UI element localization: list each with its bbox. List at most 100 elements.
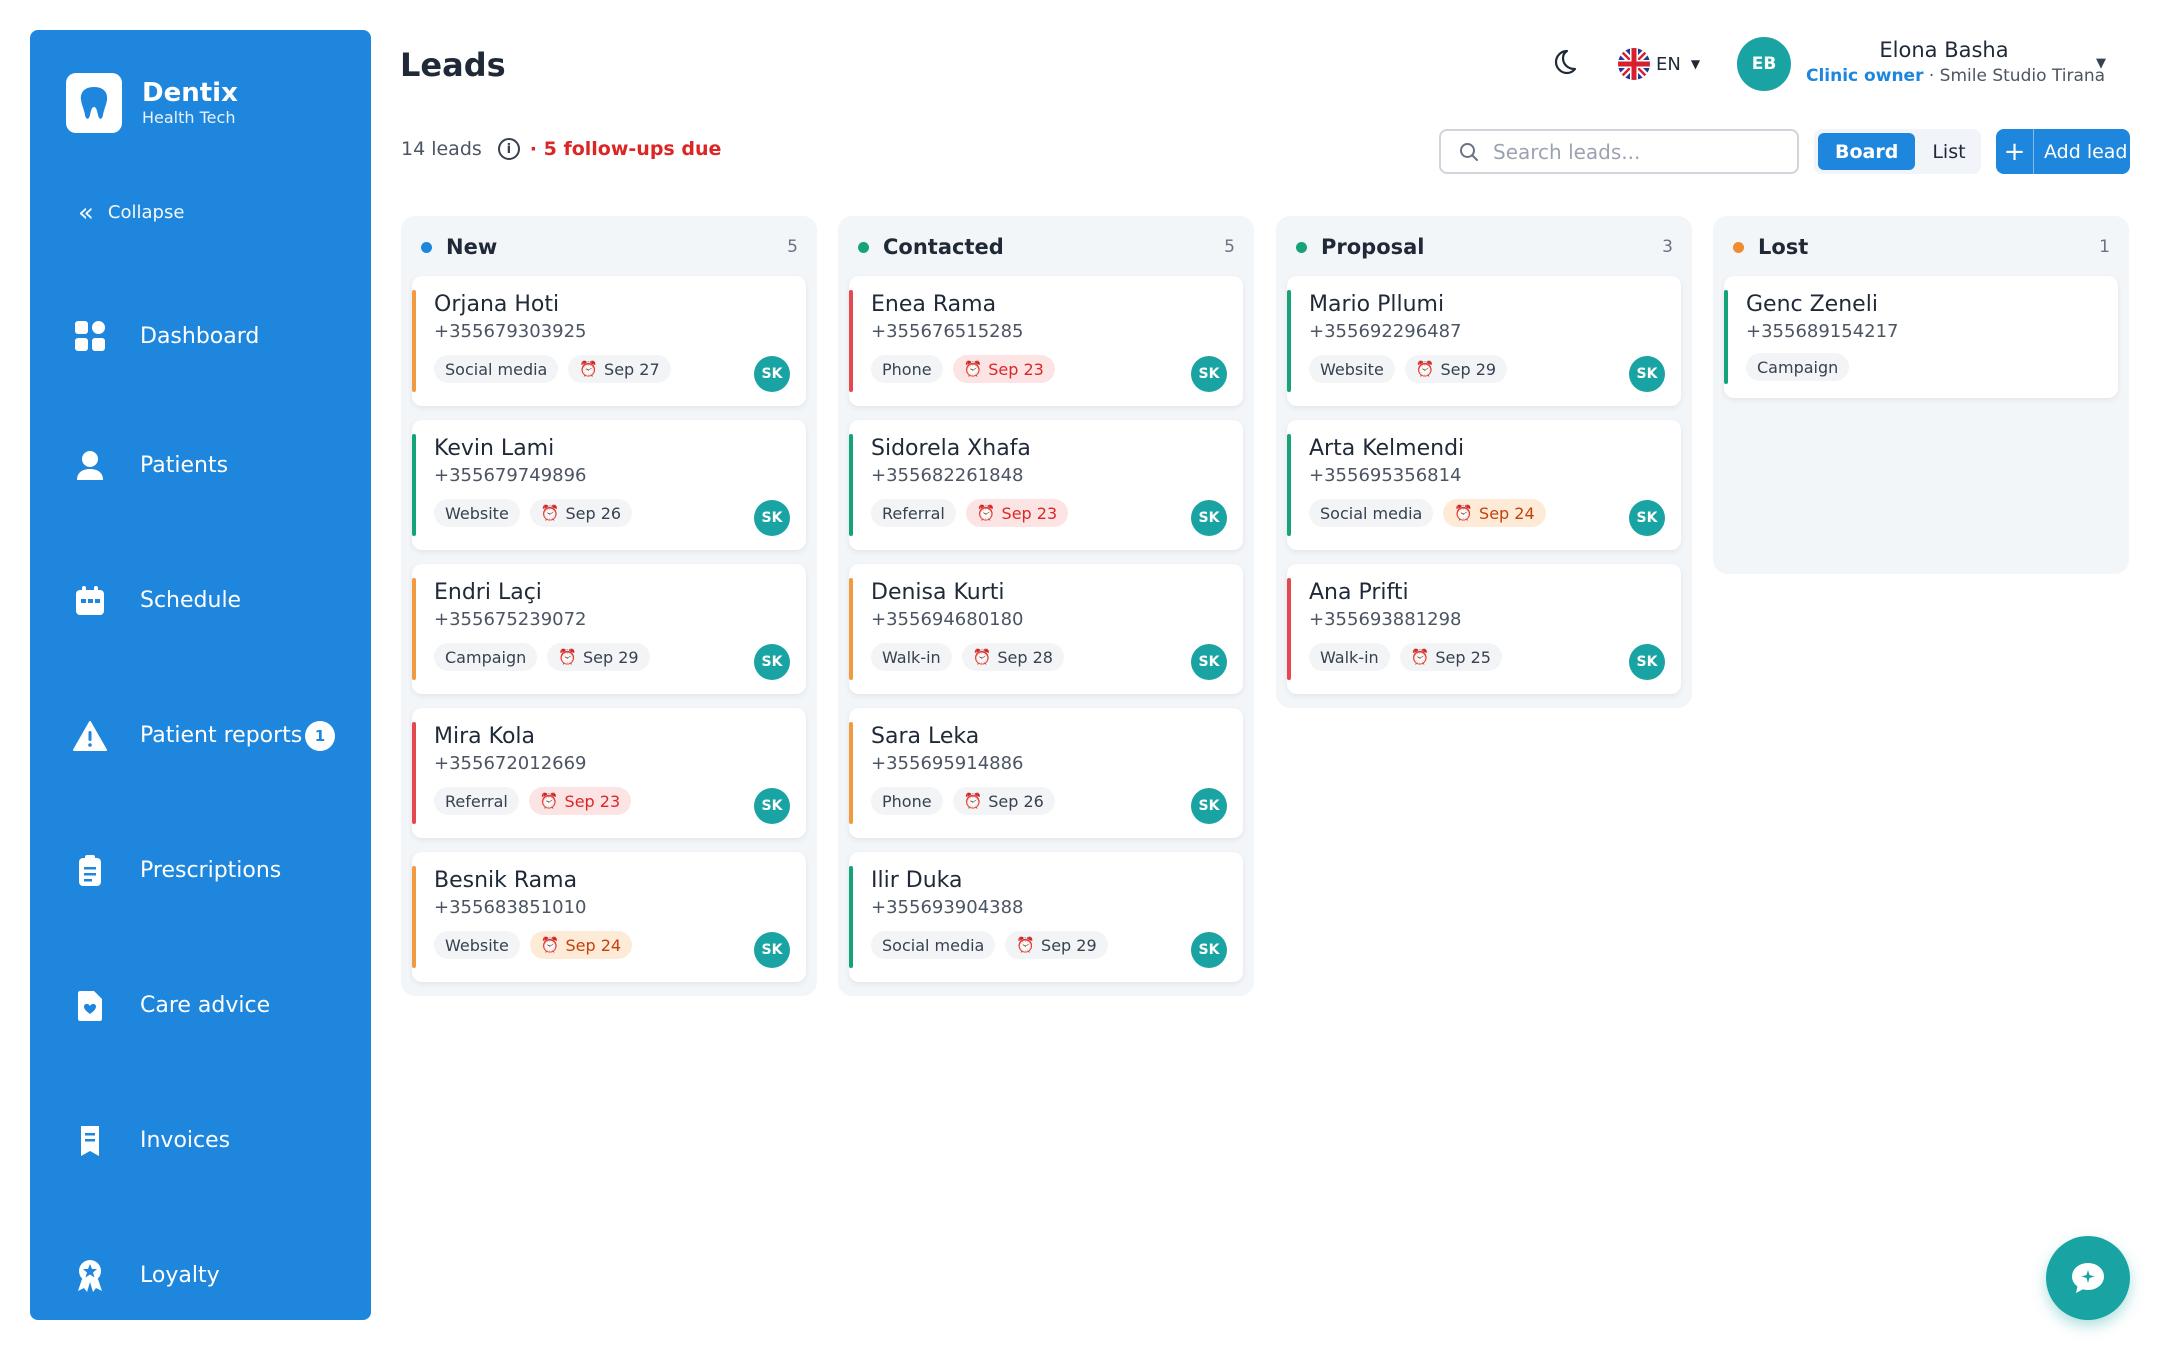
sidebar-item-label: Patient reports — [140, 723, 303, 748]
source-tag: Referral — [434, 787, 519, 815]
assignee-avatar[interactable]: SK — [1191, 644, 1227, 680]
sidebar-item-invoices[interactable]: Invoices — [30, 1073, 371, 1208]
lead-name: Sidorela Xhafa — [871, 436, 1031, 461]
info-icon[interactable]: i — [497, 138, 520, 160]
card-tags: Referral ⏰ Sep 23 — [434, 787, 806, 815]
brand[interactable]: Dentix Health Tech — [66, 73, 238, 133]
lead-card[interactable]: Ilir Duka +355693904388 Social media ⏰ Sep 2… — [849, 852, 1243, 982]
add-lead-label: Add lead — [2044, 140, 2128, 163]
assignee-avatar[interactable]: SK — [1191, 788, 1227, 824]
language-code: EN — [1656, 53, 1681, 75]
user-role-title: Clinic owner — [1806, 66, 1924, 86]
search-input[interactable] — [1493, 139, 1773, 164]
card-tags: Website ⏰ Sep 29 — [1309, 355, 1681, 383]
lead-card[interactable]: Endri Laçi +355675239072 Campaign ⏰ Sep 29 SK — [412, 564, 806, 694]
follow-up-date: ⏰ Sep 23 — [952, 355, 1055, 383]
follow-up-date-text: Sep 28 — [997, 647, 1053, 667]
lead-card[interactable]: Besnik Rama +355683851010 Website ⏰ Sep 24 SK — [412, 852, 806, 982]
lead-card[interactable]: Ana Prifti +355693881298 Walk-in ⏰ Sep 25 SK — [1287, 564, 1681, 694]
follow-up-date-text: Sep 23 — [1001, 503, 1058, 523]
add-lead-button[interactable]: + Add lead — [1996, 129, 2130, 174]
brand-subtitle: Health Tech — [142, 108, 236, 127]
assignee-avatar[interactable]: SK — [754, 356, 790, 392]
lead-name: Endri Laçi — [434, 580, 542, 605]
column-title: Proposal — [1321, 235, 1425, 259]
language-selector[interactable]: EN ▼ — [1618, 48, 1700, 80]
lead-card[interactable]: Mario Pllumi +355692296487 Website ⏰ Sep 29 S… — [1287, 276, 1681, 406]
priority-bar — [412, 434, 416, 536]
list-view-button[interactable]: List — [1932, 140, 1966, 163]
assignee-avatar[interactable]: SK — [1629, 356, 1665, 392]
user-menu-chevron-icon[interactable]: ▼ — [2096, 56, 2106, 71]
lead-phone: +355693904388 — [871, 897, 1024, 918]
lead-card[interactable]: Mira Kola +355672012669 Referral ⏰ Sep 23 SK — [412, 708, 806, 838]
leads-count: 14 leads — [401, 138, 482, 160]
lead-card[interactable]: Denisa Kurti +355694680180 Walk-in ⏰ Sep 28 S… — [849, 564, 1243, 694]
search-box[interactable] — [1439, 129, 1799, 174]
alarm-clock-icon: ⏰ — [558, 648, 577, 666]
sidebar-item-prescriptions[interactable]: Prescriptions — [30, 803, 371, 938]
follow-up-date: ⏰ Sep 23 — [965, 499, 1069, 527]
column-lost: Lost 1 Genc Zeneli +355689154217 Campaign — [1713, 216, 2129, 574]
priority-bar — [1287, 434, 1291, 536]
lead-phone: +355675239072 — [434, 609, 587, 630]
user-name[interactable]: Elona Basha — [1879, 38, 2009, 62]
follow-up-date-text: Sep 24 — [1479, 503, 1535, 523]
lead-card[interactable]: Kevin Lami +355679749896 Website ⏰ Sep 26 SK — [412, 420, 806, 550]
alarm-clock-icon: ⏰ — [1415, 360, 1435, 378]
sidebar-item-label: Schedule — [140, 588, 242, 613]
sidebar-item-patient-reports[interactable]: Patient reports 1 — [30, 668, 371, 803]
collapse-button[interactable]: « Collapse — [78, 200, 184, 226]
lead-phone: +355676515285 — [871, 321, 1024, 342]
source-tag: Social media — [871, 931, 996, 959]
sidebar-item-care-advice[interactable]: Care advice — [30, 938, 371, 1073]
lead-card[interactable]: Orjana Hoti +355679303925 Social media ⏰ Sep… — [412, 276, 806, 406]
chat-bubble-icon — [2072, 1263, 2104, 1293]
priority-bar — [849, 578, 853, 680]
column-count: 5 — [1224, 237, 1235, 257]
lead-phone: +355683851010 — [434, 897, 587, 918]
follow-up-date: ⏰ Sep 26 — [529, 499, 633, 527]
lead-card[interactable]: Sidorela Xhafa +355682261848 Referral ⏰ Sep … — [849, 420, 1243, 550]
board-view-button[interactable]: Board — [1818, 133, 1916, 170]
card-tags: Website ⏰ Sep 26 — [434, 499, 806, 527]
lead-name: Arta Kelmendi — [1309, 436, 1465, 461]
lead-card[interactable]: Enea Rama +355676515285 Phone ⏰ Sep 23 SK — [849, 276, 1243, 406]
sidebar-item-patients[interactable]: Patients — [30, 398, 371, 533]
lead-phone: +355693881298 — [1309, 609, 1462, 630]
column-count: 1 — [2099, 237, 2110, 257]
assignee-avatar[interactable]: SK — [754, 500, 790, 536]
assignee-avatar[interactable]: SK — [1629, 644, 1665, 680]
alarm-clock-icon: ⏰ — [579, 360, 599, 378]
card-list: Enea Rama +355676515285 Phone ⏰ Sep 23 SK Sido… — [849, 276, 1243, 982]
assignee-avatar[interactable]: SK — [754, 932, 790, 968]
follow-up-date: ⏰ Sep 26 — [952, 787, 1055, 815]
assignee-avatar[interactable]: SK — [754, 644, 790, 680]
lead-card[interactable]: Genc Zeneli +355689154217 Campaign — [1724, 276, 2118, 398]
lead-phone: +355694680180 — [871, 609, 1024, 630]
lead-name: Genc Zeneli — [1746, 292, 1878, 317]
follow-ups-due: · 5 follow-ups due — [529, 138, 722, 160]
follow-up-date-text: Sep 26 — [565, 503, 622, 523]
sidebar-item-loyalty[interactable]: Loyalty — [30, 1208, 371, 1343]
user-avatar[interactable]: EB — [1737, 37, 1791, 91]
assignee-avatar[interactable]: SK — [1191, 932, 1227, 968]
lead-card[interactable]: Sara Leka +355695914886 Phone ⏰ Sep 26 SK — [849, 708, 1243, 838]
sidebar-item-dashboard[interactable]: Dashboard — [30, 274, 371, 398]
sidebar-item-schedule[interactable]: Schedule — [30, 533, 371, 668]
lead-card[interactable]: Arta Kelmendi +355695356814 Social media ⏰ S… — [1287, 420, 1681, 550]
dark-mode-toggle[interactable] — [1552, 48, 1580, 80]
assignee-avatar[interactable]: SK — [754, 788, 790, 824]
assignee-avatar[interactable]: SK — [1629, 500, 1665, 536]
alarm-clock-icon: ⏰ — [963, 792, 983, 810]
follow-up-date-text: Sep 23 — [564, 791, 621, 811]
assignee-avatar[interactable]: SK — [1191, 500, 1227, 536]
priority-bar — [849, 866, 853, 968]
lead-name: Sara Leka — [871, 724, 980, 749]
assignee-avatar[interactable]: SK — [1191, 356, 1227, 392]
card-tags: Phone ⏰ Sep 26 — [871, 787, 1243, 815]
sidebar: Dentix Health Tech « Collapse Dashboard … — [30, 30, 371, 1320]
chat-button[interactable] — [2046, 1236, 2130, 1320]
receipt-icon — [72, 1123, 108, 1159]
column-count: 3 — [1662, 237, 1673, 257]
